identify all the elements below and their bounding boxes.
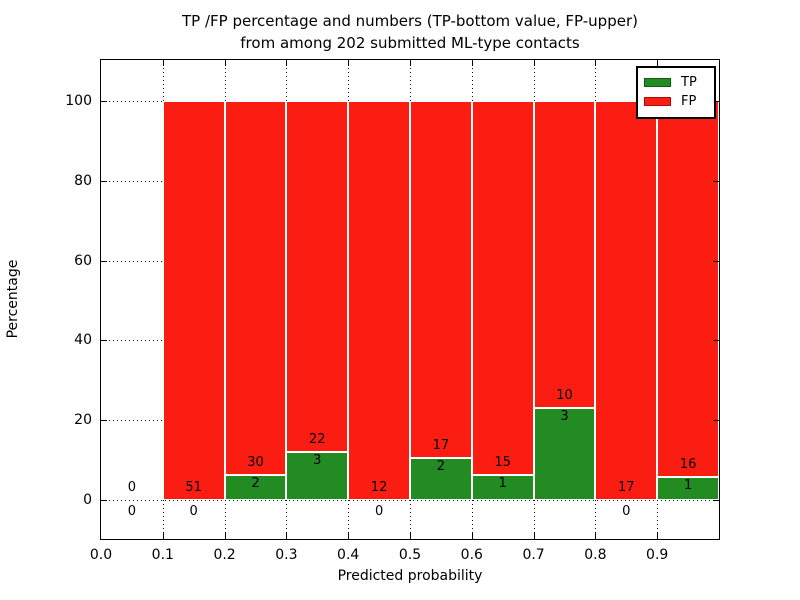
- fp-count-label: 10: [556, 387, 573, 403]
- y-tick-mark: [101, 420, 107, 422]
- x-tick-mark-top: [224, 60, 226, 66]
- x-tick-mark: [533, 533, 535, 539]
- tp-count-label: 3: [313, 453, 322, 469]
- x-tick-label: 0.5: [398, 547, 422, 563]
- tp-legend-swatch: [644, 78, 671, 87]
- fp-bar-segment: [533, 101, 596, 408]
- y-tick-mark-right: [713, 500, 719, 501]
- y-tick-label: 0: [83, 492, 92, 508]
- y-tick-label: 100: [65, 93, 92, 109]
- tp-bar-segment: [471, 475, 534, 500]
- x-tick-label: 0.8: [584, 547, 607, 563]
- chart-title-line1: TP /FP percentage and numbers (TP-bottom…: [182, 12, 638, 30]
- chart-title-line2: from among 202 submitted ML-type contact…: [240, 34, 580, 52]
- x-tick-mark-top: [286, 60, 288, 66]
- x-tick-label: 0.4: [337, 547, 360, 563]
- y-tick-mark-right: [713, 420, 719, 422]
- fp-count-label: 51: [185, 480, 202, 495]
- legend-label: FP: [681, 94, 697, 109]
- fp-bar-segment: [162, 101, 225, 500]
- x-tick-label: 0.0: [89, 547, 113, 563]
- x-tick-mark: [471, 533, 473, 539]
- tp-count-label: 2: [251, 476, 260, 492]
- fp-bar-segment: [410, 101, 472, 458]
- x-tick-mark: [224, 533, 226, 539]
- x-tick-label: 0.2: [213, 547, 236, 563]
- y-tick-mark: [101, 500, 107, 501]
- fp-count-label: 16: [679, 456, 697, 472]
- x-tick-mark: [410, 533, 411, 539]
- legend-label: TP: [681, 75, 697, 90]
- tp-bar-segment: [410, 457, 472, 500]
- x-tick-mark-top: [471, 60, 473, 66]
- tp-bar-segment: [657, 476, 719, 500]
- fp-count-label: 30: [247, 455, 264, 471]
- x-tick-mark-top: [162, 60, 164, 66]
- y-tick-mark: [101, 101, 107, 102]
- tp-count-label: 1: [683, 477, 693, 493]
- fp-count-label: 17: [432, 437, 450, 453]
- y-tick-label: 40: [74, 332, 92, 349]
- y-axis-label: Percentage: [5, 259, 21, 339]
- fp-count-label: 12: [370, 480, 388, 495]
- tp-count-label: 3: [560, 408, 569, 424]
- x-tick-label: 0.6: [460, 547, 483, 563]
- y-tick-label: 80: [74, 172, 92, 189]
- x-tick-mark: [162, 533, 164, 539]
- tp-count-label: 2: [436, 458, 446, 474]
- x-tick-mark: [348, 533, 350, 539]
- plot-area: 0 0 51 0 30 2 22 3 12 0 17 2 15 1 10 3 17 0 16 1 TP FP: [100, 59, 720, 540]
- y-tick-label: 20: [74, 412, 92, 429]
- y-tick-mark: [101, 340, 107, 342]
- legend-box: TP FP: [636, 66, 716, 119]
- fp-legend-swatch: [644, 97, 671, 106]
- x-tick-label: 0.9: [646, 547, 669, 563]
- fp-bar-segment: [657, 101, 719, 477]
- tp-count-label: 1: [498, 476, 507, 492]
- fp-count-label: 0: [127, 480, 137, 495]
- tp-count-label: 0: [127, 504, 137, 519]
- tp-count-label: 0: [189, 504, 198, 519]
- legend-entry-tp: TP: [644, 73, 708, 92]
- y-tick-mark-right: [713, 340, 719, 342]
- tp-bar-segment: [286, 452, 349, 500]
- y-tick-label: 60: [74, 252, 92, 269]
- fp-bar-segment: [286, 101, 349, 453]
- fp-count-label: 22: [309, 432, 326, 448]
- x-tick-mark-top: [348, 60, 350, 66]
- fp-bar-segment: [348, 101, 410, 500]
- y-tick-mark: [101, 180, 107, 182]
- legend-entry-fp: FP: [644, 92, 708, 111]
- x-tick-mark: [657, 533, 659, 539]
- y-tick-mark: [101, 260, 107, 262]
- y-tick-mark-right: [713, 101, 719, 102]
- y-tick-mark-right: [713, 260, 719, 262]
- x-tick-mark: [595, 533, 597, 539]
- x-tick-mark-top: [595, 60, 597, 66]
- fp-count-label: 17: [618, 480, 635, 495]
- x-tick-mark-top: [410, 60, 411, 66]
- tp-count-label: 0: [622, 504, 631, 519]
- tp-bar-segment: [533, 407, 596, 500]
- fp-bar-segment: [471, 101, 534, 476]
- x-tick-label: 0.7: [522, 547, 545, 563]
- fp-count-label: 15: [494, 455, 511, 471]
- fp-bar-segment: [595, 101, 658, 500]
- x-tick-label: 0.1: [151, 547, 174, 563]
- tp-bar-segment: [224, 475, 287, 500]
- x-tick-mark: [286, 533, 288, 539]
- y-tick-mark-right: [713, 180, 719, 182]
- x-tick-label: 0.3: [275, 547, 298, 563]
- fp-bar-segment: [224, 101, 287, 476]
- x-tick-mark-top: [657, 60, 659, 66]
- x-axis-label: Predicted probability: [337, 568, 483, 584]
- x-tick-mark-top: [533, 60, 535, 66]
- tp-count-label: 0: [374, 504, 384, 519]
